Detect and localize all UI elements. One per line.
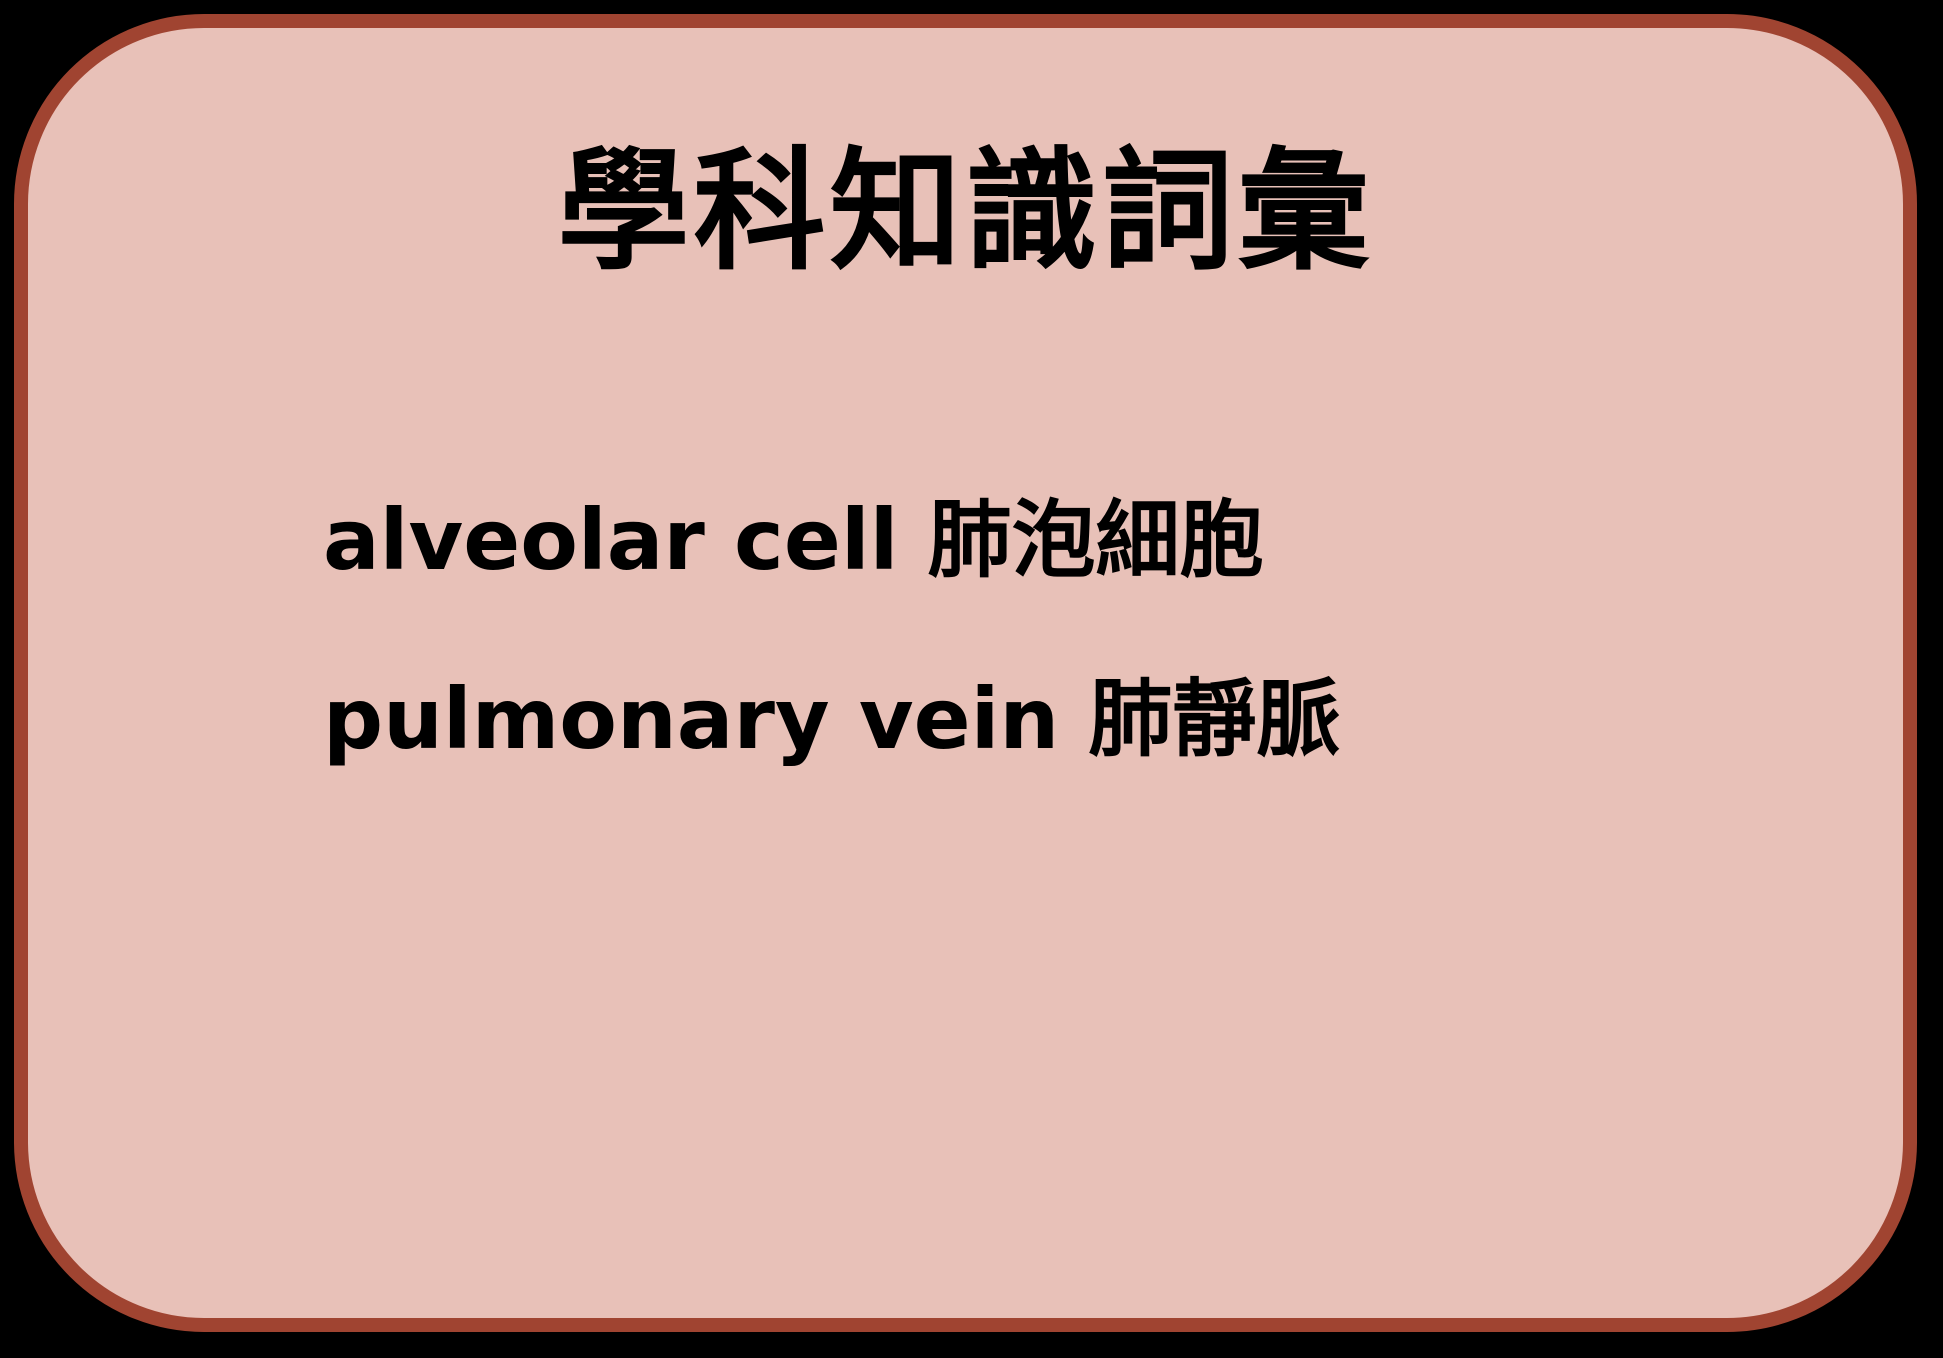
card-title: 學科知識詞彙 bbox=[557, 135, 1374, 289]
vocabulary-card: 學科知識詞彙 alveolar cell 肺泡細胞 pulmonary vein… bbox=[14, 14, 1917, 1332]
vocabulary-item-pulmonary-vein: pulmonary vein 肺靜脈 bbox=[323, 670, 1341, 768]
vocabulary-item-alveolar-cell: alveolar cell 肺泡細胞 bbox=[323, 491, 1264, 589]
vocabulary-list: alveolar cell 肺泡細胞 pulmonary vein 肺靜脈 bbox=[323, 498, 1340, 856]
